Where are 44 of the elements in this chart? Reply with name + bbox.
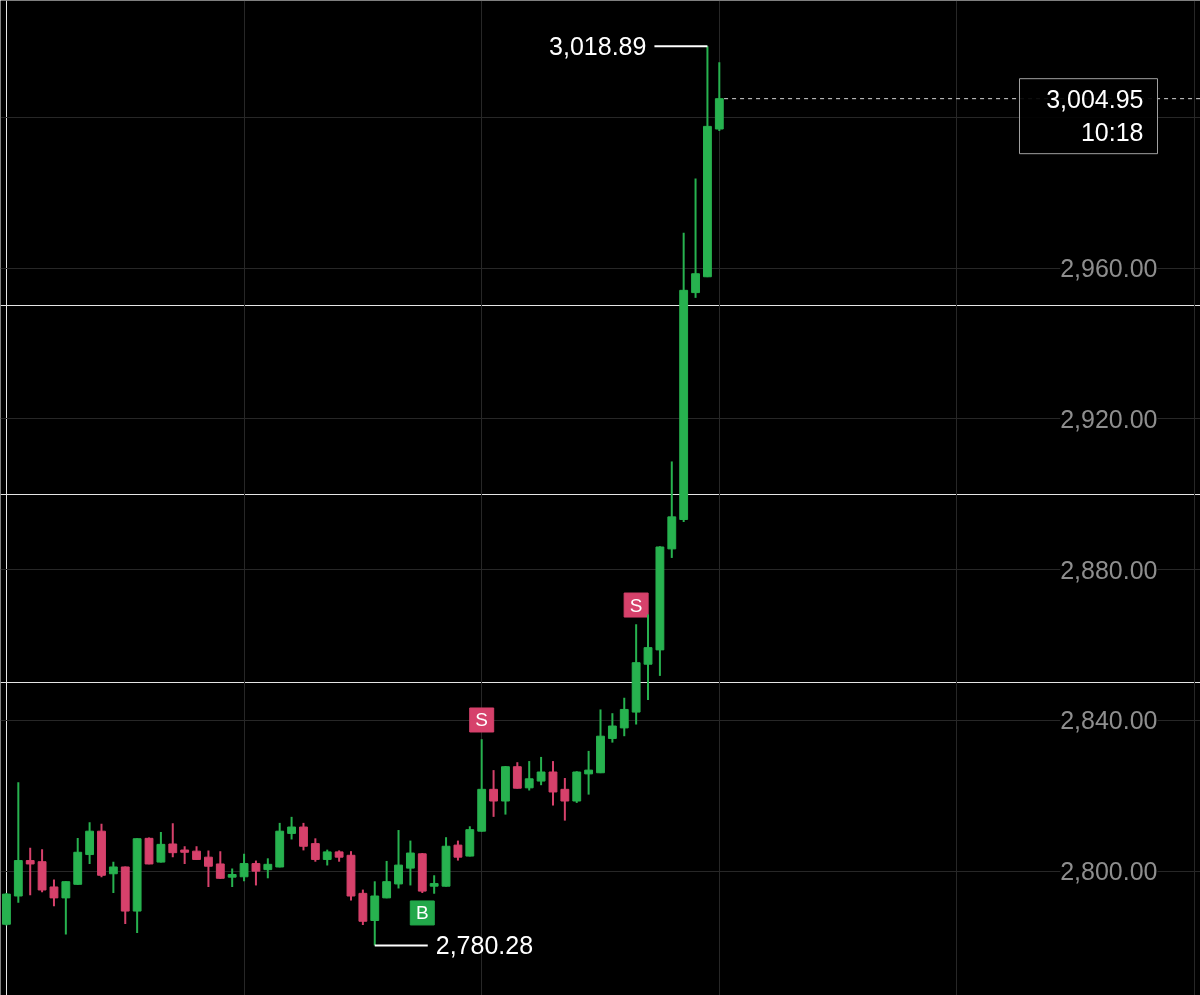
candlestick <box>394 829 403 890</box>
series-label: B <box>415 902 429 924</box>
candlestick <box>643 613 653 702</box>
annotation: 2,780.28 <box>435 931 534 960</box>
candlestick <box>239 852 249 883</box>
y-tick-label: 2,840.00 <box>1060 706 1158 735</box>
candlestick <box>299 821 308 852</box>
candlestick <box>489 769 498 818</box>
annotation: 3,018.89 <box>549 32 647 61</box>
candlestick <box>168 822 178 859</box>
candlestick <box>85 821 95 865</box>
candlestick <box>287 815 297 841</box>
candlestick <box>619 696 629 738</box>
candlestick <box>156 830 166 864</box>
candlestick <box>512 761 522 790</box>
candlestick <box>607 712 617 744</box>
y-tick-label: 2,800.00 <box>1060 857 1158 886</box>
candlestick <box>49 878 59 908</box>
candlestick <box>215 850 225 880</box>
text: S <box>629 594 643 616</box>
candlestick <box>429 874 439 895</box>
candlestick <box>536 755 546 787</box>
candlestick <box>691 177 700 299</box>
y-tick-label: 2,960.00 <box>1060 254 1158 283</box>
y-tick-label: 2,880.00 <box>1060 555 1158 584</box>
candlestick <box>524 760 534 792</box>
candlestick <box>204 849 213 888</box>
candlestick <box>227 867 237 888</box>
ref-line-label: 3,004.95 <box>1046 84 1144 113</box>
candlestick <box>310 837 320 863</box>
y-tick-label: 2,920.00 <box>1060 404 1158 433</box>
annotation: 10:18 <box>1080 117 1144 146</box>
series-label: S <box>475 709 489 731</box>
candlestick <box>25 846 35 897</box>
candlestick <box>382 859 392 900</box>
candlestick <box>108 860 118 894</box>
candlestick <box>453 839 463 862</box>
candlestick <box>548 760 558 807</box>
candlestick <box>584 749 594 796</box>
candlestick <box>560 777 570 822</box>
candlestick <box>61 880 71 936</box>
candlestick <box>251 859 261 887</box>
candlestick <box>263 857 273 880</box>
candlestick <box>405 839 415 887</box>
